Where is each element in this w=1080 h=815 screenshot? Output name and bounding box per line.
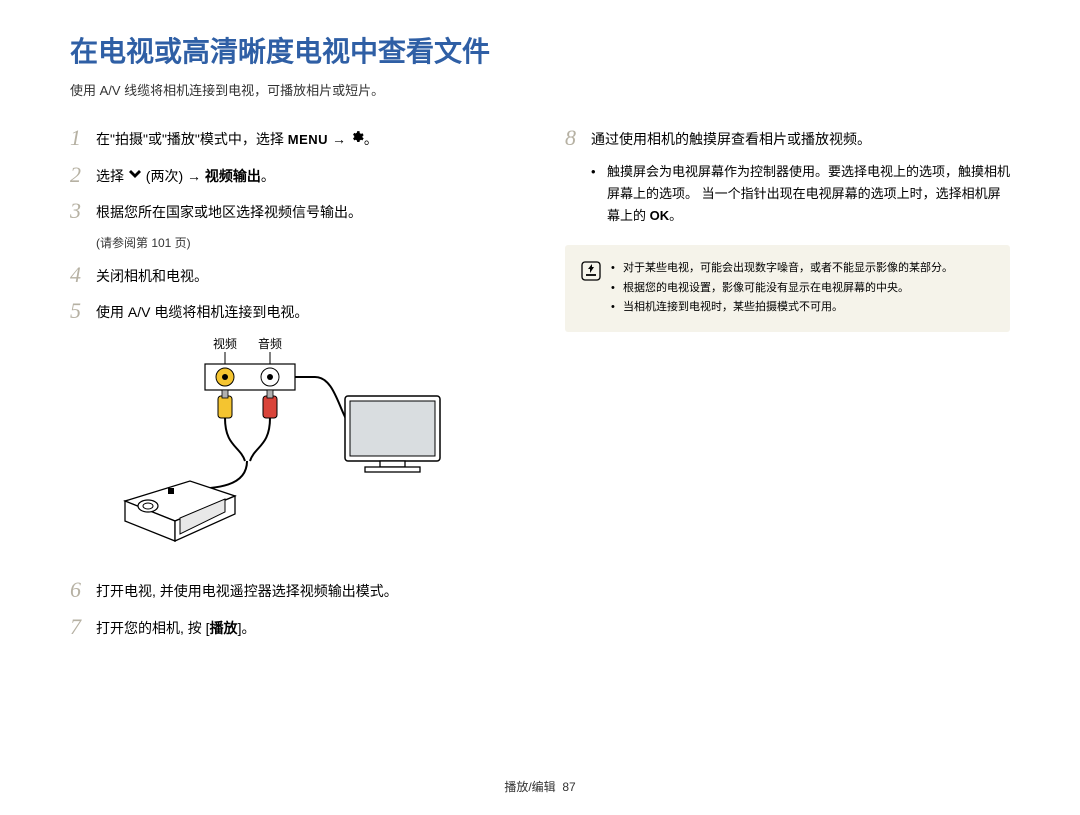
note-item: •根据您的电视设置，影像可能没有显示在电视屏幕的中央。	[611, 279, 953, 299]
bold-text: 播放	[210, 620, 238, 636]
tv-icon	[345, 396, 440, 472]
note-item: •对于某些电视，可能会出现数字噪音，或者不能显示影像的某部分。	[611, 259, 953, 279]
step-8: 8 通过使用相机的触摸屏查看相片或播放视频。	[565, 124, 1010, 153]
note-item: •当相机连接到电视时，某些拍摄模式不可用。	[611, 298, 953, 318]
step-number: 4	[70, 261, 96, 290]
step-2: 2 选择 (两次) → 视频输出。	[70, 161, 515, 190]
step-text: 使用 A/V 电缆将相机连接到电视。	[96, 297, 308, 325]
text: 。	[364, 131, 378, 147]
step-number: 2	[70, 161, 96, 190]
step-number: 6	[70, 576, 96, 605]
note-content: •对于某些电视，可能会出现数字噪音，或者不能显示影像的某部分。 •根据您的电视设…	[611, 259, 953, 318]
text: 当相机连接到电视时，某些拍摄模式不可用。	[623, 298, 843, 318]
bold-text: 视频输出	[205, 168, 261, 184]
av-diagram: 视频 音频	[110, 336, 515, 561]
step-6: 6 打开电视, 并使用电视遥控器选择视频输出模式。	[70, 576, 515, 605]
text: ]。	[238, 620, 256, 636]
text: 打开您的相机, 按 [	[96, 620, 210, 636]
step-text: 选择 (两次) → 视频输出。	[96, 161, 275, 189]
arrow: →	[328, 131, 350, 147]
step-3: 3 根据您所在国家或地区选择视频信号输出。	[70, 197, 515, 226]
bullet-dot: •	[591, 161, 607, 227]
text: 对于某些电视，可能会出现数字噪音，或者不能显示影像的某部分。	[623, 259, 953, 279]
text: 。	[261, 168, 275, 184]
note-icon	[581, 261, 601, 286]
step-text: 在"拍摄"或"播放"模式中，选择 MENU → 。	[96, 124, 378, 152]
step-sub: (请参阅第 101 页)	[96, 234, 515, 251]
text: 根据您的电视设置，影像可能没有显示在电视屏幕的中央。	[623, 279, 909, 299]
sub-bullet: • 触摸屏会为电视屏幕作为控制器使用。要选择电视上的选项，触摸相机屏幕上的选项。…	[591, 161, 1010, 227]
video-label: 视频	[213, 336, 237, 351]
step-text: 打开电视, 并使用电视遥控器选择视频输出模式。	[96, 576, 398, 604]
page-footer: 播放/编辑 87	[0, 778, 1080, 795]
text: 。	[669, 208, 682, 223]
step-1: 1 在"拍摄"或"播放"模式中，选择 MENU → 。	[70, 124, 515, 153]
step-text: 根据您所在国家或地区选择视频信号输出。	[96, 197, 362, 225]
step-5: 5 使用 A/V 电缆将相机连接到电视。	[70, 297, 515, 326]
page-title: 在电视或高清晰度电视中查看文件	[70, 30, 1010, 70]
text: 在"拍摄"或"播放"模式中，选择	[96, 131, 288, 147]
footer-section: 播放/编辑	[504, 780, 555, 794]
step-text: 打开您的相机, 按 [播放]。	[96, 613, 255, 641]
content-columns: 1 在"拍摄"或"播放"模式中，选择 MENU → 。 2 选择 (两次) → …	[70, 124, 1010, 649]
step-number: 7	[70, 613, 96, 642]
step-number: 1	[70, 124, 96, 153]
step-7: 7 打开您的相机, 按 [播放]。	[70, 613, 515, 642]
step-number: 3	[70, 197, 96, 226]
step-number: 5	[70, 297, 96, 326]
subtitle: 使用 A/V 线缆将相机连接到电视，可播放相片或短片。	[70, 80, 1010, 99]
footer-page: 87	[562, 780, 575, 794]
left-column: 1 在"拍摄"或"播放"模式中，选择 MENU → 。 2 选择 (两次) → …	[70, 124, 515, 649]
text: (两次) →	[142, 168, 205, 184]
step-4: 4 关闭相机和电视。	[70, 261, 515, 290]
gear-icon	[350, 128, 364, 152]
step-text: 通过使用相机的触摸屏查看相片或播放视频。	[591, 124, 871, 152]
step-number: 8	[565, 124, 591, 153]
camera-icon	[125, 481, 235, 541]
bullet-text: 触摸屏会为电视屏幕作为控制器使用。要选择电视上的选项，触摸相机屏幕上的选项。 当…	[607, 161, 1010, 227]
step-text: 关闭相机和电视。	[96, 261, 208, 289]
audio-label: 音频	[258, 336, 282, 351]
chevron-down-icon	[128, 165, 142, 189]
note-box: •对于某些电视，可能会出现数字噪音，或者不能显示影像的某部分。 •根据您的电视设…	[565, 245, 1010, 332]
menu-glyph: MENU	[288, 132, 328, 147]
text: 选择	[96, 168, 128, 184]
right-column: 8 通过使用相机的触摸屏查看相片或播放视频。 • 触摸屏会为电视屏幕作为控制器使…	[565, 124, 1010, 649]
ok-glyph: OK	[650, 208, 670, 223]
